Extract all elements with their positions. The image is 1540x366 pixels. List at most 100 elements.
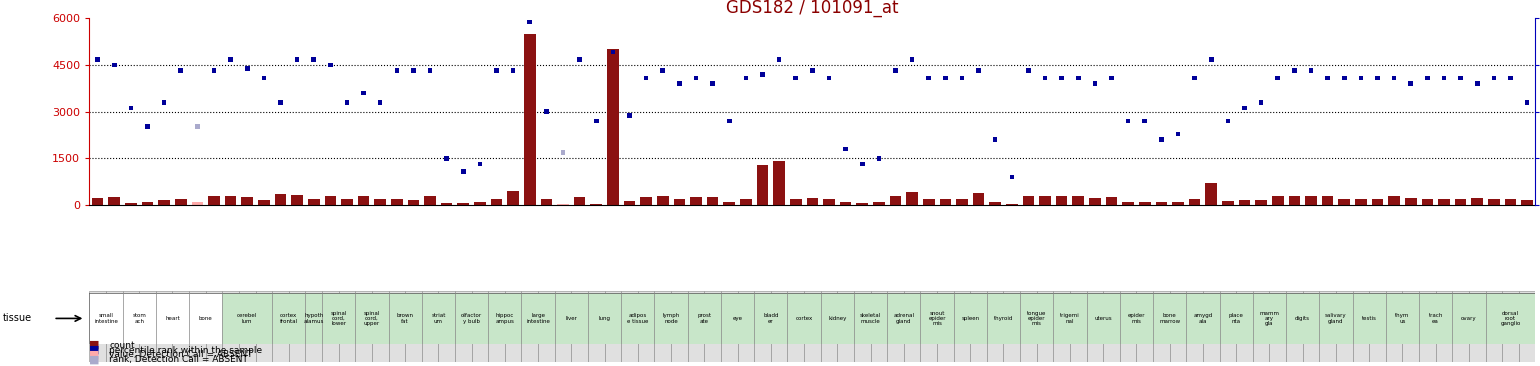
Text: trach
ea: trach ea <box>1429 313 1443 324</box>
Bar <box>408 200 419 205</box>
Bar <box>457 203 470 205</box>
Point <box>733 75 758 81</box>
Bar <box>1269 291 1286 362</box>
Bar <box>1170 291 1186 362</box>
Text: GSM2954: GSM2954 <box>926 312 932 341</box>
Bar <box>1352 293 1386 344</box>
Bar <box>824 199 835 205</box>
Bar <box>1286 293 1320 344</box>
Bar <box>1522 200 1532 205</box>
Bar <box>1019 293 1053 344</box>
Point <box>219 56 243 62</box>
Bar <box>853 293 887 344</box>
Bar <box>921 291 936 362</box>
Text: GSM2983: GSM2983 <box>1358 312 1363 341</box>
Point <box>1200 56 1224 62</box>
Bar <box>1502 291 1518 362</box>
Text: GSM2959: GSM2959 <box>1026 312 1030 341</box>
Bar <box>1255 200 1267 205</box>
Point <box>152 100 177 105</box>
Bar <box>922 199 935 205</box>
Bar <box>273 293 305 344</box>
Text: cortex
frontal: cortex frontal <box>280 313 297 324</box>
Bar <box>142 202 154 205</box>
Point <box>750 71 775 77</box>
Bar <box>1004 291 1019 362</box>
Text: GSM2986: GSM2986 <box>1408 312 1414 341</box>
Point <box>767 56 792 62</box>
Bar <box>273 291 290 362</box>
Bar <box>440 203 453 205</box>
Text: GSM2945: GSM2945 <box>744 312 748 341</box>
Point <box>1381 75 1406 81</box>
Bar <box>1335 291 1352 362</box>
Bar <box>1438 199 1449 205</box>
Point <box>1083 81 1107 87</box>
Bar <box>225 195 237 205</box>
Text: GSM2919: GSM2919 <box>360 312 367 341</box>
Text: GSM2916: GSM2916 <box>179 312 183 341</box>
Text: hypoth
alamus: hypoth alamus <box>303 313 323 324</box>
Text: heart: heart <box>165 316 180 321</box>
Bar <box>156 291 172 362</box>
Text: GSM2989: GSM2989 <box>1458 312 1463 341</box>
Text: GSM2925: GSM2925 <box>460 312 465 341</box>
Text: GSM2904: GSM2904 <box>95 312 100 341</box>
Bar <box>624 201 636 205</box>
Bar <box>1053 291 1070 362</box>
Bar <box>371 291 388 362</box>
Text: GSM2930: GSM2930 <box>827 312 832 341</box>
Bar <box>422 293 454 344</box>
Bar <box>838 291 853 362</box>
Point <box>966 68 990 74</box>
Text: GSM2936: GSM2936 <box>610 312 616 341</box>
Bar <box>1338 199 1351 205</box>
Text: GSM2973: GSM2973 <box>1241 311 1247 342</box>
Point <box>833 146 858 152</box>
Text: GSM2908: GSM2908 <box>294 312 300 341</box>
Point <box>451 168 476 174</box>
Bar <box>1486 293 1535 344</box>
Bar <box>755 293 787 344</box>
Bar <box>1320 291 1335 362</box>
Bar <box>222 291 239 362</box>
Bar <box>671 291 688 362</box>
Bar <box>123 293 156 344</box>
Point <box>102 62 126 68</box>
Text: GSM2924: GSM2924 <box>444 311 450 342</box>
Text: GSM2944: GSM2944 <box>727 311 732 342</box>
Bar <box>1006 204 1018 205</box>
Bar <box>1056 196 1067 205</box>
Bar <box>887 291 904 362</box>
Point <box>302 56 326 62</box>
Text: GSM2985: GSM2985 <box>1392 312 1397 341</box>
Text: GSM2933: GSM2933 <box>561 311 565 342</box>
Text: bone: bone <box>199 316 213 321</box>
Bar <box>654 291 671 362</box>
Bar <box>1303 291 1320 362</box>
Text: lymph
node: lymph node <box>662 313 679 324</box>
Text: tongue
epider
mis: tongue epider mis <box>1027 310 1046 326</box>
Text: GSM2974: GSM2974 <box>1258 311 1264 342</box>
Text: GSM2976: GSM2976 <box>1292 312 1297 341</box>
Bar <box>738 291 755 362</box>
Bar <box>1087 293 1120 344</box>
Bar <box>208 196 220 205</box>
Bar <box>172 291 189 362</box>
Bar <box>474 202 485 205</box>
Bar <box>571 291 588 362</box>
Bar <box>291 195 303 205</box>
Bar <box>1352 291 1369 362</box>
Text: ■: ■ <box>89 350 100 359</box>
Bar <box>654 293 688 344</box>
Point <box>850 161 875 167</box>
Bar <box>887 293 921 344</box>
Bar <box>688 293 721 344</box>
Bar <box>522 293 554 344</box>
Bar <box>1272 196 1283 205</box>
Bar <box>621 293 654 344</box>
Point <box>1349 75 1374 81</box>
Bar <box>374 199 387 205</box>
Bar <box>454 291 471 362</box>
Point <box>718 118 742 124</box>
